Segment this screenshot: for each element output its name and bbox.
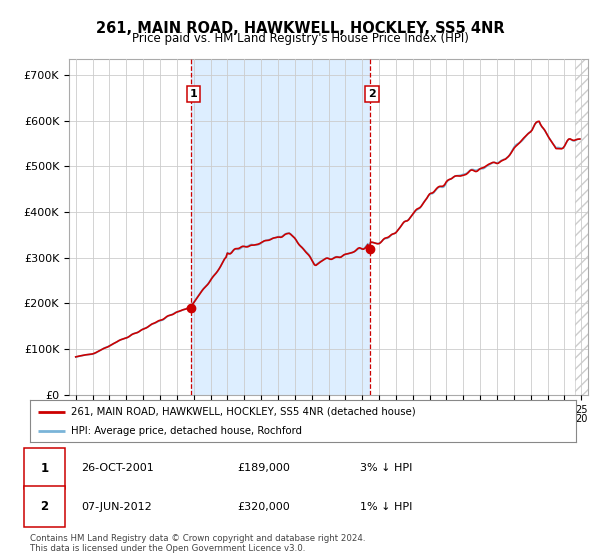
Text: HPI: Average price, detached house, Rochford: HPI: Average price, detached house, Roch… xyxy=(71,426,302,436)
Text: Contains HM Land Registry data © Crown copyright and database right 2024.
This d: Contains HM Land Registry data © Crown c… xyxy=(30,534,365,553)
Bar xyxy=(191,59,370,395)
Text: 261, MAIN ROAD, HAWKWELL, HOCKLEY, SS5 4NR: 261, MAIN ROAD, HAWKWELL, HOCKLEY, SS5 4… xyxy=(95,21,505,36)
Text: 1: 1 xyxy=(40,462,49,475)
Text: £320,000: £320,000 xyxy=(237,502,290,511)
Text: 2: 2 xyxy=(368,89,376,99)
Text: 1% ↓ HPI: 1% ↓ HPI xyxy=(360,502,412,511)
Text: 261, MAIN ROAD, HAWKWELL, HOCKLEY, SS5 4NR (detached house): 261, MAIN ROAD, HAWKWELL, HOCKLEY, SS5 4… xyxy=(71,407,416,417)
Text: 07-JUN-2012: 07-JUN-2012 xyxy=(81,502,152,511)
Text: Price paid vs. HM Land Registry's House Price Index (HPI): Price paid vs. HM Land Registry's House … xyxy=(131,32,469,45)
Text: 3% ↓ HPI: 3% ↓ HPI xyxy=(360,464,412,473)
Text: £189,000: £189,000 xyxy=(237,464,290,473)
Bar xyxy=(575,59,588,395)
Text: 1: 1 xyxy=(190,89,197,99)
Text: 26-OCT-2001: 26-OCT-2001 xyxy=(81,464,154,473)
Text: 2: 2 xyxy=(40,500,49,513)
